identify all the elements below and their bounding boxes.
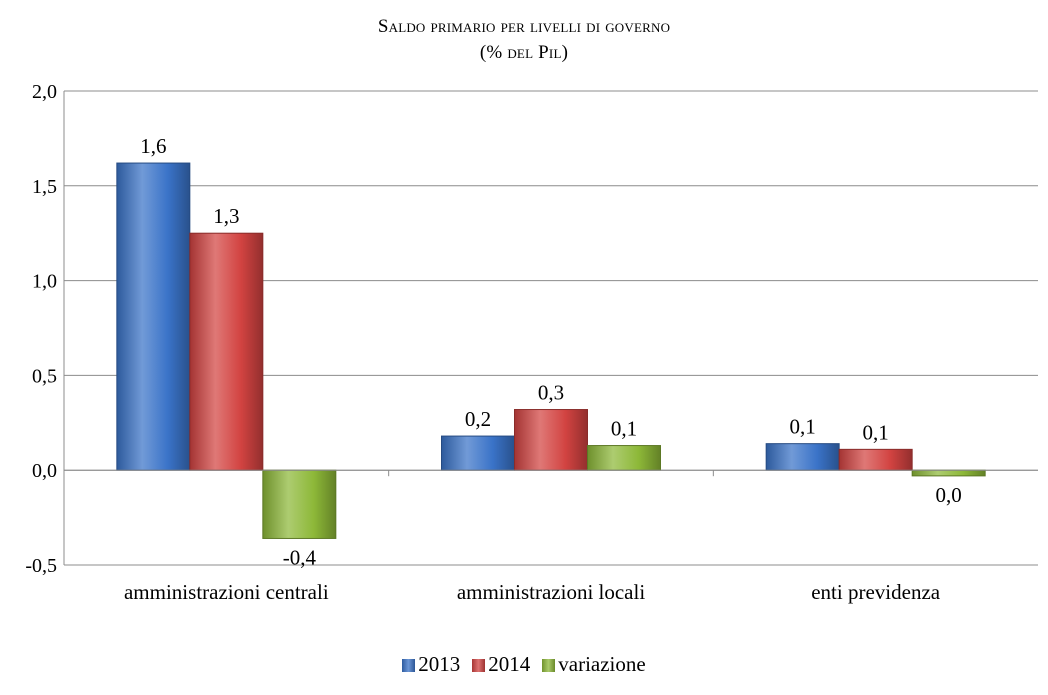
legend-label: 2014 bbox=[488, 652, 531, 676]
data-label: 1,6 bbox=[140, 134, 166, 158]
x-tick-label: amministrazioni centrali bbox=[124, 580, 329, 604]
bar-2014 bbox=[514, 409, 588, 471]
legend-swatch bbox=[402, 659, 416, 672]
x-tick-label: enti previdenza bbox=[811, 580, 941, 604]
bar-2013 bbox=[441, 435, 515, 471]
y-tick-label: 2,0 bbox=[32, 81, 57, 103]
legend-swatch bbox=[542, 659, 556, 672]
data-label: 0,1 bbox=[863, 420, 889, 444]
y-tick-label: 0,5 bbox=[32, 365, 57, 387]
legend-item-2014: 2014 bbox=[472, 652, 530, 677]
data-label: 0,0 bbox=[936, 483, 962, 507]
y-tick-label: 0,0 bbox=[32, 460, 57, 482]
y-tick-label: -0,5 bbox=[25, 555, 57, 577]
legend-item-variazione: variazione bbox=[542, 652, 646, 677]
data-label: 0,1 bbox=[790, 415, 816, 439]
bar-2013 bbox=[765, 443, 840, 471]
y-tick-label: 1,5 bbox=[32, 176, 57, 198]
y-tick-label: 1,0 bbox=[32, 271, 57, 293]
data-label: -0,4 bbox=[283, 545, 317, 569]
bar-2013 bbox=[116, 162, 191, 471]
legend: 2013 2014 variazione bbox=[0, 652, 1048, 677]
bar-2014 bbox=[838, 448, 913, 471]
legend-swatch bbox=[472, 659, 486, 672]
bar-variazione bbox=[587, 445, 661, 471]
bar-variazione bbox=[262, 469, 337, 539]
data-label: 0,1 bbox=[611, 417, 637, 441]
chart-subtitle: (% del Pil) bbox=[479, 42, 569, 63]
legend-label: variazione bbox=[558, 652, 646, 676]
chart-title-block: Saldo primario per livelli di governo (%… bbox=[0, 14, 1048, 66]
legend-label: 2013 bbox=[418, 652, 461, 676]
data-label: 0,2 bbox=[465, 407, 491, 431]
legend-item-2013: 2013 bbox=[402, 652, 460, 677]
x-tick-label: amministrazioni locali bbox=[457, 580, 646, 604]
data-label: 1,3 bbox=[213, 204, 239, 228]
chart-title: Saldo primario per livelli di governo bbox=[377, 16, 671, 37]
bar-variazione bbox=[911, 469, 986, 477]
data-label: 0,3 bbox=[538, 381, 564, 405]
bar-2014 bbox=[189, 232, 264, 471]
